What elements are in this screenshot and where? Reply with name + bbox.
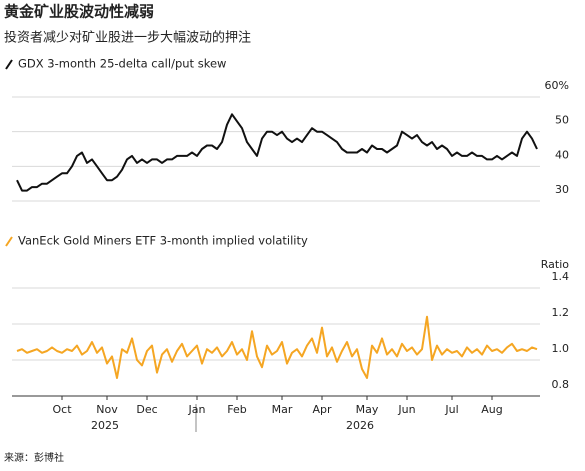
x-tick-label: Jun xyxy=(397,403,415,416)
y-tick-label: 50 xyxy=(555,114,569,127)
source: 来源：彭博社 xyxy=(4,451,64,464)
chart-title: 黄金矿业股波动性减弱 xyxy=(4,3,154,21)
x-tick-label: May xyxy=(356,403,379,416)
legend-label: GDX 3-month 25-delta call/put skew xyxy=(18,57,226,71)
x-tick-label: Jan xyxy=(188,403,206,416)
y-tick-label: 1.4 xyxy=(552,270,570,283)
x-tick-label: Nov xyxy=(96,403,118,416)
x-tick-label: Aug xyxy=(481,403,502,416)
y-tick-label: 1.2 xyxy=(552,306,570,319)
y-tick-label: 0.8 xyxy=(552,378,570,391)
x-tick-label: Oct xyxy=(52,403,72,416)
data-line xyxy=(16,113,538,192)
x-tick-label: Jul xyxy=(444,403,458,416)
y-axis-label: Ratio xyxy=(541,258,570,271)
x-tick-label: Apr xyxy=(312,403,332,416)
y-tick-label: 40 xyxy=(555,148,569,161)
legend-swatch xyxy=(5,59,13,70)
x-tick-label: Dec xyxy=(136,403,157,416)
data-line xyxy=(16,315,538,379)
legend-label: VanEck Gold Miners ETF 3-month implied v… xyxy=(18,234,308,248)
x-tick-label: Feb xyxy=(227,403,246,416)
x-tick-label: Mar xyxy=(272,403,293,416)
y-tick-label: 30 xyxy=(555,183,569,196)
y-tick-label: 60% xyxy=(545,79,569,92)
y-tick-label: 1.0 xyxy=(552,342,570,355)
legend-swatch xyxy=(5,236,13,247)
year-label: 2026 xyxy=(346,419,374,432)
chart-subtitle: 投资者减少对矿业股进一步大幅波动的押注 xyxy=(4,30,251,46)
year-label: 2025 xyxy=(91,419,119,432)
